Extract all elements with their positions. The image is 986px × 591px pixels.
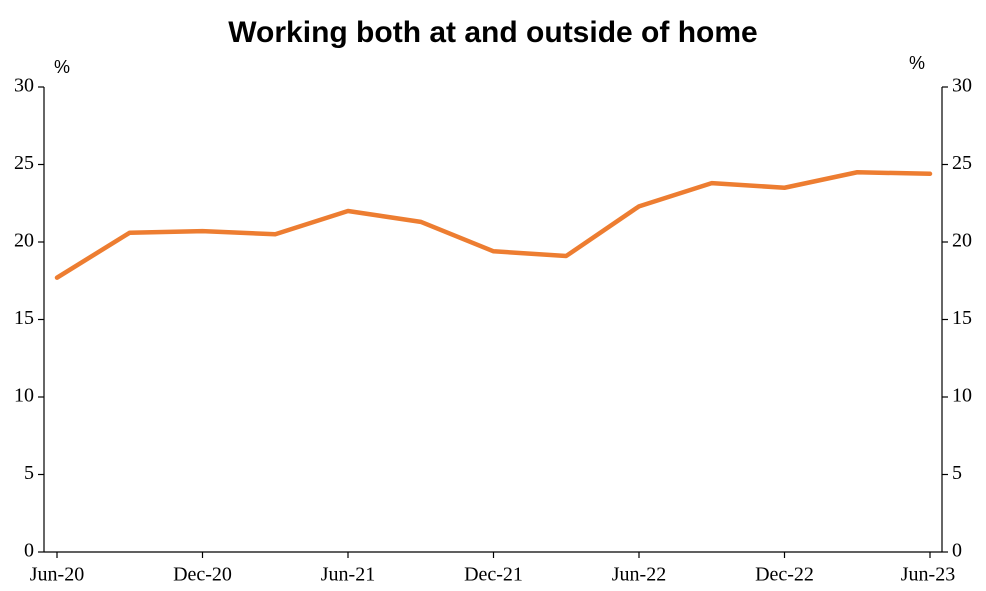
x-tick-label: Jun-20 — [30, 564, 84, 586]
data-line — [54, 170, 933, 280]
y-unit: % — [54, 57, 70, 77]
y2-unit: % — [909, 53, 925, 73]
y-tick-label: 25 — [14, 152, 34, 174]
y2-tick-label: 25 — [952, 152, 972, 174]
chart-title: Working both at and outside of home — [228, 16, 757, 49]
y-tick-label: 5 — [24, 462, 34, 484]
x-tick-label: Dec-22 — [755, 564, 814, 586]
x-tick-label: Dec-20 — [173, 564, 232, 586]
y-tick-label: 20 — [14, 230, 34, 252]
y-tick-label: 30 — [14, 75, 34, 97]
x-tick-label: Jun-21 — [321, 564, 375, 586]
y-tick-label: 10 — [14, 385, 34, 407]
y-tick-label: 15 — [14, 307, 34, 329]
y-tick-label: 0 — [24, 540, 34, 562]
y2-tick-label: 30 — [952, 75, 972, 97]
y2-tick-label: 15 — [952, 307, 972, 329]
x-tick-label: Dec-21 — [464, 564, 523, 586]
y2-tick-label: 5 — [952, 462, 962, 484]
y2-tick-label: 20 — [952, 230, 972, 252]
y2-tick-label: 0 — [952, 540, 962, 562]
x-tick-label: Jun-23 — [901, 564, 955, 586]
y2-tick-label: 10 — [952, 385, 972, 407]
x-tick-label: Jun-22 — [612, 564, 666, 586]
